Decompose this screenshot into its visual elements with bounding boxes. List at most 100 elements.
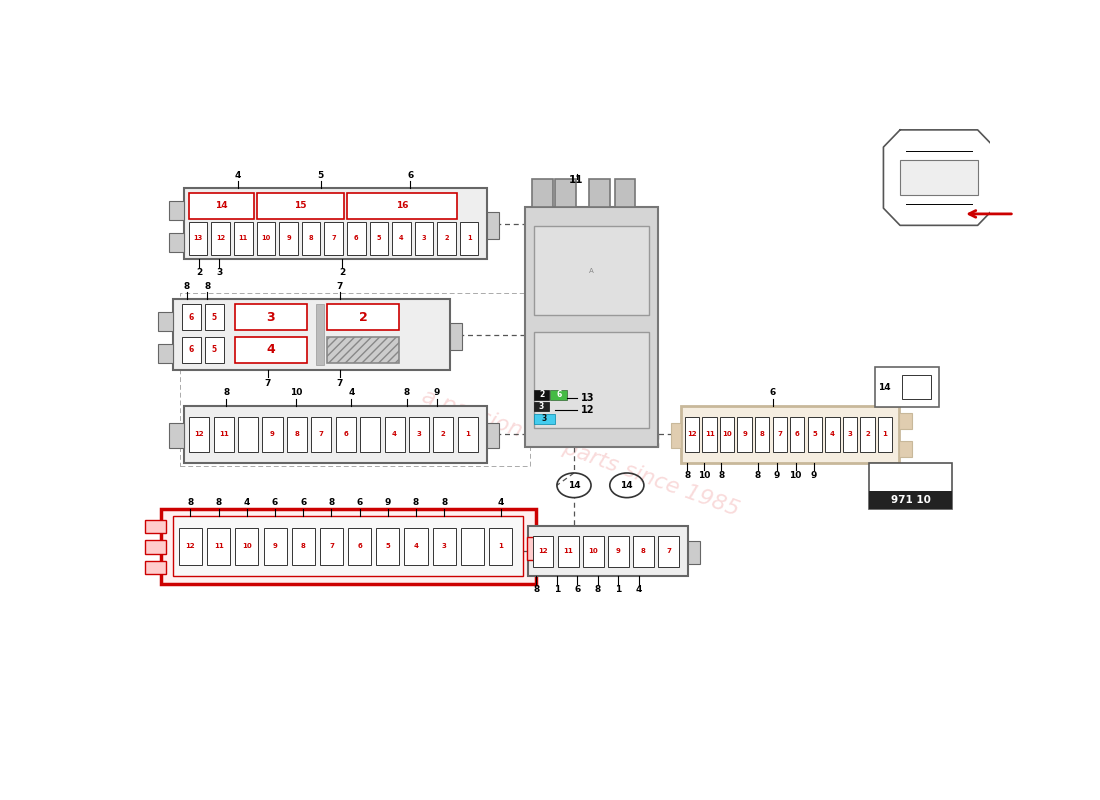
Bar xyxy=(311,417,331,452)
Text: 1: 1 xyxy=(615,585,622,594)
Text: 8: 8 xyxy=(760,431,764,437)
Bar xyxy=(900,161,978,195)
Bar xyxy=(869,462,953,509)
Bar xyxy=(189,222,208,255)
Bar xyxy=(292,527,315,565)
Bar xyxy=(207,527,230,565)
Bar xyxy=(169,201,185,220)
Text: 8: 8 xyxy=(534,585,540,594)
Bar xyxy=(213,417,233,452)
Text: 11: 11 xyxy=(219,431,229,437)
Text: 9: 9 xyxy=(811,471,816,480)
Text: 9: 9 xyxy=(742,431,747,437)
Text: 5: 5 xyxy=(376,235,381,242)
Bar xyxy=(634,535,653,567)
Bar xyxy=(346,193,458,219)
Text: 3: 3 xyxy=(442,543,447,550)
Text: 1: 1 xyxy=(466,235,472,242)
Bar xyxy=(534,402,549,411)
Bar xyxy=(843,417,857,452)
Text: 11: 11 xyxy=(563,548,573,554)
Text: 6: 6 xyxy=(300,498,307,507)
Bar xyxy=(385,417,405,452)
Bar xyxy=(256,222,275,255)
Text: 6: 6 xyxy=(407,170,414,180)
Text: 6: 6 xyxy=(795,431,800,437)
Bar xyxy=(415,222,433,255)
Text: 1: 1 xyxy=(465,431,470,437)
Text: 5: 5 xyxy=(211,346,217,354)
Text: 3: 3 xyxy=(421,235,427,242)
Text: 8: 8 xyxy=(755,471,761,480)
Bar xyxy=(158,312,174,331)
Bar xyxy=(720,417,735,452)
Text: 2: 2 xyxy=(539,390,544,399)
Text: 14: 14 xyxy=(878,382,891,391)
Text: 4: 4 xyxy=(497,498,504,507)
Text: 15: 15 xyxy=(295,202,307,210)
Bar xyxy=(205,337,223,363)
Bar xyxy=(685,417,700,452)
Bar xyxy=(534,332,649,428)
Text: 8: 8 xyxy=(295,431,299,437)
Text: 7: 7 xyxy=(337,378,343,388)
Bar xyxy=(438,222,455,255)
Text: 3: 3 xyxy=(217,268,222,277)
Bar xyxy=(409,417,429,452)
Text: 8: 8 xyxy=(223,388,229,398)
Text: 12: 12 xyxy=(186,543,196,550)
Bar xyxy=(376,527,399,565)
Text: 11: 11 xyxy=(705,431,715,437)
Text: 4: 4 xyxy=(414,543,418,550)
Text: 10: 10 xyxy=(262,235,271,242)
Bar xyxy=(487,423,499,448)
Bar xyxy=(234,337,307,363)
Text: 10: 10 xyxy=(790,471,802,480)
Text: 6: 6 xyxy=(358,543,362,550)
Bar xyxy=(145,520,166,533)
Bar xyxy=(169,233,185,252)
Text: 2: 2 xyxy=(444,235,449,242)
Text: A: A xyxy=(590,267,594,274)
Bar xyxy=(534,414,556,424)
Text: 1: 1 xyxy=(882,431,888,437)
Text: 6: 6 xyxy=(356,498,363,507)
Text: 8: 8 xyxy=(184,282,190,290)
Bar xyxy=(590,179,609,207)
Bar xyxy=(263,417,283,452)
Text: 8: 8 xyxy=(187,498,194,507)
Bar xyxy=(534,390,549,400)
Bar xyxy=(556,179,575,207)
Bar xyxy=(346,222,365,255)
Bar xyxy=(615,179,636,207)
Bar xyxy=(393,222,410,255)
Bar xyxy=(185,188,487,259)
Bar xyxy=(461,527,484,565)
Text: 12: 12 xyxy=(688,431,697,437)
Text: 10: 10 xyxy=(723,431,732,437)
Text: 9: 9 xyxy=(273,543,277,550)
Bar xyxy=(790,417,804,452)
Text: 3: 3 xyxy=(266,311,275,324)
Text: 12: 12 xyxy=(538,548,548,554)
Bar xyxy=(534,535,553,567)
Text: 13: 13 xyxy=(194,235,202,242)
Text: 14: 14 xyxy=(216,202,228,210)
Bar xyxy=(405,527,428,565)
Text: 8: 8 xyxy=(404,388,410,398)
Text: 6: 6 xyxy=(188,346,194,354)
Bar xyxy=(899,413,912,429)
Bar xyxy=(327,337,399,363)
Text: 7: 7 xyxy=(329,543,334,550)
Bar xyxy=(527,537,544,559)
Text: 5: 5 xyxy=(318,170,323,180)
Text: 6: 6 xyxy=(272,498,278,507)
Bar xyxy=(185,406,487,462)
Bar xyxy=(145,561,166,574)
Bar xyxy=(235,527,258,565)
Text: a passion for parts since 1985: a passion for parts since 1985 xyxy=(419,386,742,520)
Bar xyxy=(703,417,717,452)
Bar xyxy=(182,304,200,330)
Text: 8: 8 xyxy=(441,498,448,507)
Bar xyxy=(169,423,185,448)
